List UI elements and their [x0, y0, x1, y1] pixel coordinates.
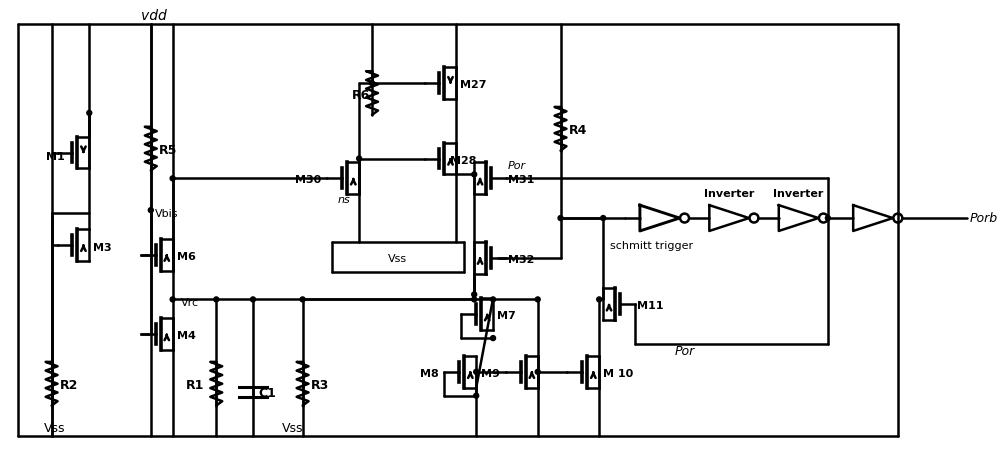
Text: Vrc: Vrc [181, 299, 199, 308]
Text: M8: M8 [420, 369, 439, 379]
Circle shape [535, 370, 540, 374]
Text: M28: M28 [450, 155, 477, 166]
Circle shape [491, 335, 496, 341]
Circle shape [472, 292, 477, 297]
Circle shape [170, 297, 175, 302]
Circle shape [597, 297, 602, 302]
Text: M30: M30 [295, 176, 321, 185]
Circle shape [601, 216, 606, 220]
Text: R1: R1 [186, 379, 204, 392]
Text: Vss: Vss [44, 422, 65, 435]
Text: Por: Por [508, 162, 526, 172]
Circle shape [491, 297, 496, 302]
Text: M7: M7 [497, 311, 516, 321]
Text: M9: M9 [481, 369, 500, 379]
Circle shape [87, 110, 92, 115]
Circle shape [825, 216, 830, 220]
Text: Vss: Vss [388, 254, 407, 264]
Circle shape [148, 207, 153, 212]
Text: R2: R2 [60, 379, 78, 392]
Text: M1: M1 [46, 152, 64, 162]
Circle shape [214, 297, 219, 302]
Text: Inverter: Inverter [773, 189, 824, 199]
Text: R4: R4 [568, 124, 587, 137]
Text: vdd: vdd [141, 9, 167, 22]
Circle shape [251, 297, 255, 302]
Text: schmitt trigger: schmitt trigger [610, 241, 693, 251]
Text: C1: C1 [258, 387, 276, 400]
Text: Por: Por [675, 345, 695, 358]
Circle shape [472, 297, 477, 302]
Text: Vss: Vss [282, 422, 303, 435]
Circle shape [357, 156, 362, 161]
Text: M6: M6 [177, 252, 195, 262]
Circle shape [170, 176, 175, 181]
Circle shape [558, 216, 563, 220]
Text: M31: M31 [508, 176, 534, 185]
Circle shape [474, 393, 479, 398]
Text: Vbis: Vbis [155, 209, 178, 219]
Text: Porb: Porb [969, 211, 997, 224]
Text: R5: R5 [159, 144, 177, 157]
Circle shape [370, 81, 375, 86]
Text: Inverter: Inverter [704, 189, 754, 199]
Circle shape [474, 370, 479, 374]
Text: M32: M32 [508, 255, 534, 265]
Text: R3: R3 [311, 379, 329, 392]
Circle shape [472, 172, 477, 177]
Text: ns: ns [337, 195, 350, 205]
Text: M 10: M 10 [603, 369, 633, 379]
Text: R6: R6 [352, 88, 370, 101]
Text: M3: M3 [93, 243, 112, 253]
Circle shape [535, 297, 540, 302]
Text: M27: M27 [460, 80, 487, 90]
Circle shape [300, 297, 305, 302]
Text: M4: M4 [177, 331, 195, 341]
Text: M11: M11 [637, 301, 663, 311]
